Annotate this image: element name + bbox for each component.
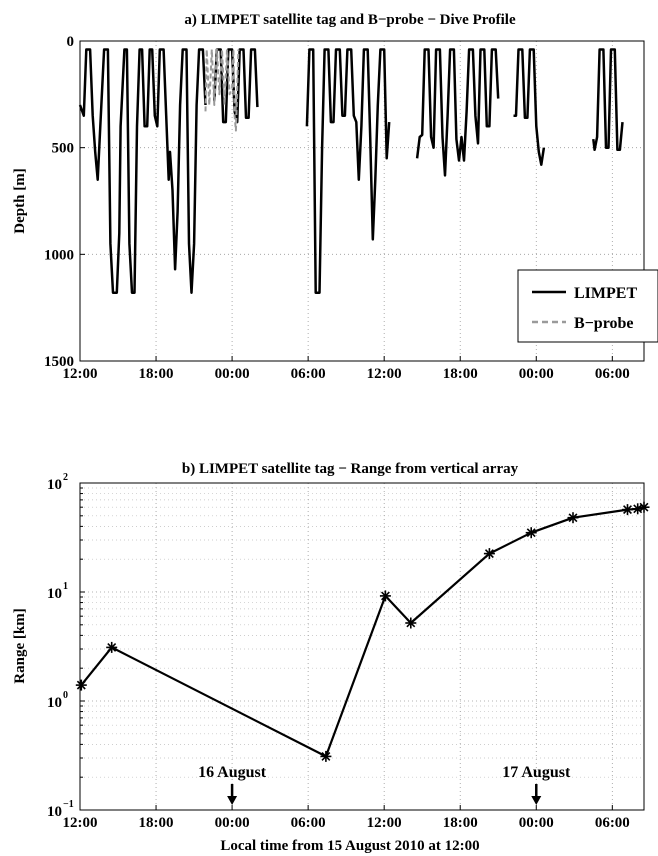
star-marker-stroke: [526, 528, 536, 538]
panel-b-y-tick-label: 10: [47, 695, 62, 711]
star-marker-stroke: [623, 505, 632, 515]
panel-a-x-tick-label: 12:00: [367, 366, 402, 382]
range-data-point: [483, 548, 495, 560]
series-limpet-line: [213, 48, 259, 124]
panel-b-series: [75, 501, 650, 762]
panel-b-x-tick-label: 12:00: [367, 815, 402, 831]
panel-b-x-tick-labels: 12:00 18:00 00:00 06:00 12:00 18:00 00:00 06:00: [63, 815, 630, 831]
range-data-point: [405, 617, 417, 629]
series-limpet-line: [513, 48, 546, 166]
star-marker-stroke: [406, 618, 416, 628]
panel-b-x-axis-label: Local time from 15 August 2010 at 12:00: [220, 838, 479, 854]
series-bprobe-line: [204, 48, 240, 132]
star-marker-stroke: [76, 680, 86, 690]
date-annotation-arrow-head: [227, 796, 238, 805]
panel-a-x-tick-labels: 12:00 18:00 00:00 06:00 12:00 18:00 00:00 06:00: [63, 366, 630, 382]
star-marker-stroke: [484, 549, 494, 559]
panel-a-x-tick-label: 00:00: [215, 366, 250, 382]
range-data-point: [632, 503, 644, 515]
panel-b-axes-box: [79, 482, 645, 811]
star-marker-stroke: [633, 504, 643, 514]
range-panel: b) LIMPET satellite tag − Range from ver…: [12, 461, 650, 854]
range-data-point: [567, 512, 579, 524]
panel-b-y-tick-label: 10: [47, 477, 62, 493]
range-data-point: [622, 504, 633, 516]
panel-b-title: b) LIMPET satellite tag − Range from ver…: [182, 461, 519, 477]
date-annotation-arrow-head: [531, 796, 542, 805]
range-data-point: [525, 527, 537, 539]
range-data-point: [75, 679, 87, 691]
range-series-line: [80, 506, 645, 758]
range-data-point: [106, 641, 118, 653]
panel-a-y-tick-label: 1000: [44, 247, 74, 263]
series-limpet-line: [415, 48, 500, 177]
panel-b-y-tick-exponent: 1: [63, 581, 68, 592]
panel-a-x-tick-label: 12:00: [63, 366, 98, 382]
panel-a-x-tick-label: 06:00: [595, 366, 630, 382]
panel-a-series: [78, 48, 624, 294]
panel-b-grid: [79, 482, 644, 811]
star-marker-stroke: [568, 513, 578, 523]
series-limpet-line: [592, 48, 624, 152]
panel-b-y-tick-label: 10: [47, 586, 62, 602]
date-annotation-label: 17 August: [502, 764, 571, 781]
panel-a-x-tick-label: 06:00: [291, 366, 326, 382]
range-data-point: [320, 750, 332, 762]
panel-a-y-tick-label: 1500: [44, 354, 74, 370]
panel-b-x-tick-label: 18:00: [443, 815, 478, 831]
panel-b-x-tick-label: 06:00: [595, 815, 630, 831]
dive-profile-panel: a) LIMPET satellite tag and B−probe − Di…: [12, 12, 658, 382]
date-annotation-label: 16 August: [198, 764, 267, 781]
star-marker-stroke: [107, 643, 117, 652]
panel-a-y-tick-label: 0: [67, 34, 75, 50]
panel-b-x-tick-label: 12:00: [63, 815, 98, 831]
panel-b-x-tick-label: 18:00: [139, 815, 174, 831]
legend-box: [517, 269, 658, 343]
panel-a-axes-box: [79, 40, 645, 362]
legend-limpet-label: LIMPET: [574, 285, 637, 302]
star-marker-stroke: [381, 591, 390, 601]
panel-b-x-tick-label: 06:00: [291, 815, 326, 831]
panel-b-y-tick-label: 10: [47, 804, 62, 820]
panel-b-y-tick-exponent: 2: [63, 472, 68, 483]
panel-a-x-tick-label: 00:00: [519, 366, 554, 382]
panel-b-y-tick-exponent: −1: [63, 799, 74, 810]
panel-a-legend: LIMPET B−probe: [517, 269, 658, 343]
series-limpet-line: [78, 48, 207, 294]
panel-a-y-tick-labels: 0 500 1000 1500: [44, 34, 74, 370]
star-marker-stroke: [321, 752, 331, 761]
panel-b-annotations: 16 August 17 August: [198, 764, 571, 805]
panel-b-x-tick-label: 00:00: [519, 815, 554, 831]
panel-b-y-axis-label: Range [km]: [12, 608, 28, 683]
panel-a-y-axis-label: Depth [m]: [12, 168, 28, 233]
panel-a-x-tick-label: 18:00: [443, 366, 478, 382]
panel-b-x-tick-label: 00:00: [215, 815, 250, 831]
panel-a-x-tick-label: 18:00: [139, 366, 174, 382]
panel-a-y-tick-label: 500: [52, 141, 75, 157]
panel-a-title: a) LIMPET satellite tag and B−probe − Di…: [184, 12, 516, 28]
legend-bprobe-label: B−probe: [574, 315, 634, 332]
series-limpet-line: [305, 48, 391, 294]
panel-b-y-tick-exponent: 0: [63, 690, 68, 701]
range-data-point: [379, 590, 391, 602]
